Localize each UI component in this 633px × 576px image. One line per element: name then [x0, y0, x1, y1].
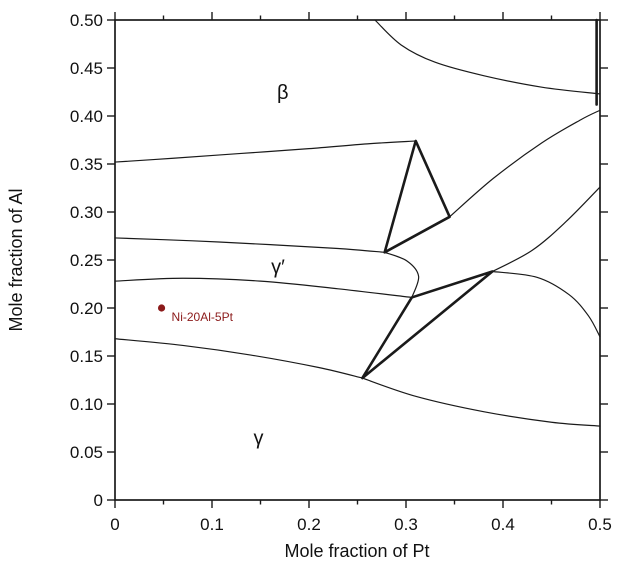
x-axis-title: Mole fraction of Pt [284, 541, 429, 561]
three-phase-triangle-lower [361, 270, 494, 380]
y-tick-label: 0.45 [70, 59, 103, 78]
beta-upper-right-boundary-curve [374, 19, 601, 95]
beta-lower-boundary-curve [114, 140, 417, 163]
three-phase-triangle-upper [383, 139, 451, 254]
gamma-prime-upper-boundary-curve [114, 237, 386, 253]
gamma-prime-lower-boundary-curve [114, 277, 413, 299]
alloy-composition-marker [157, 304, 166, 312]
y-tick-label: 0.25 [70, 251, 103, 270]
y-tick-label: 0.10 [70, 395, 103, 414]
phase-label: γ′ [271, 257, 285, 279]
y-axis-title: Mole fraction of Al [6, 188, 26, 331]
phase-label: γ [254, 428, 264, 450]
gamma-upper-boundary-right-curve [361, 377, 601, 427]
y-tick-label: 0.40 [70, 107, 103, 126]
x-tick-label: 0.5 [588, 515, 612, 534]
x-tick-label: 0 [110, 515, 119, 534]
x-tick-label: 0.4 [491, 515, 515, 534]
x-tick-label: 0.3 [394, 515, 418, 534]
gamma-upper-boundary-left-curve [114, 338, 363, 379]
y-tick-label: 0.15 [70, 347, 103, 366]
x-tick-label: 0.2 [297, 515, 321, 534]
mid-right-boundary-curve [491, 186, 601, 273]
y-tick-label: 0.20 [70, 299, 103, 318]
x-tick-label: 0.1 [200, 515, 224, 534]
beta-gamma-prime-right-boundary-curve [449, 109, 601, 218]
alloy-composition-label: Ni-20Al-5Pt [172, 310, 234, 324]
gamma-prime-nose-boundary-curve [384, 251, 420, 299]
y-tick-label: 0 [94, 491, 103, 510]
phase-label: β [277, 82, 289, 104]
lower-right-boundary-curve [491, 270, 601, 338]
plot-frame [114, 19, 601, 501]
y-tick-label: 0.50 [70, 11, 103, 30]
y-tick-label: 0.30 [70, 203, 103, 222]
y-tick-label: 0.05 [70, 443, 103, 462]
y-tick-label: 0.35 [70, 155, 103, 174]
